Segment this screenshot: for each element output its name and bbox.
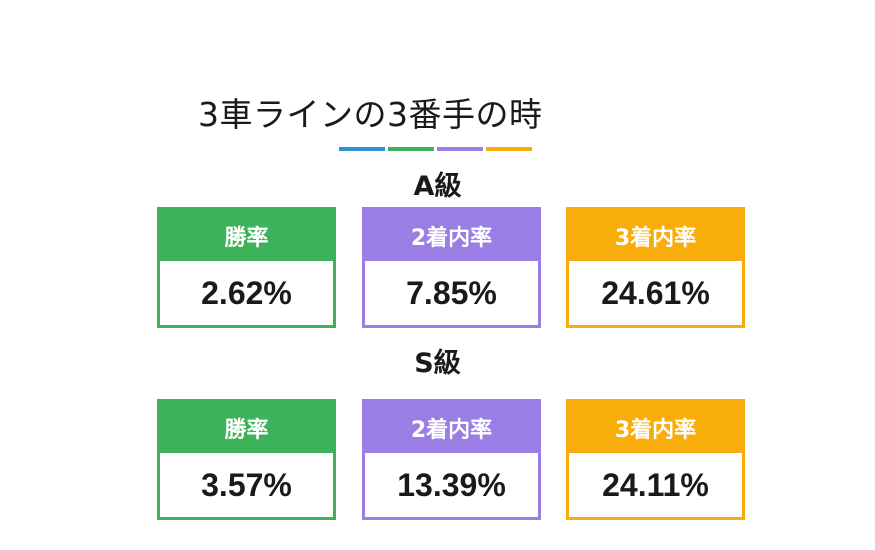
- card-value: 24.11%: [602, 466, 709, 503]
- card-label: 2着内率: [365, 402, 538, 453]
- card-label: 3着内率: [569, 210, 742, 261]
- underline-segment-purple: [437, 147, 483, 151]
- card-value: 3.57%: [201, 466, 292, 503]
- card-a-top3-rate: 3着内率 24.61%: [566, 207, 745, 328]
- title-underline: [339, 147, 532, 151]
- card-value: 2.62%: [201, 274, 292, 311]
- card-value: 24.61%: [601, 274, 710, 311]
- card-value: 13.39%: [397, 466, 506, 503]
- underline-segment-blue: [339, 147, 385, 151]
- card-label: 2着内率: [365, 210, 538, 261]
- card-value: 7.85%: [406, 274, 497, 311]
- card-label: 勝率: [160, 210, 333, 261]
- underline-segment-green: [388, 147, 434, 151]
- card-a-top2-rate: 2着内率 7.85%: [362, 207, 541, 328]
- card-s-top2-rate: 2着内率 13.39%: [362, 399, 541, 520]
- card-label: 勝率: [160, 402, 333, 453]
- card-s-win-rate: 勝率 3.57%: [157, 399, 336, 520]
- card-a-win-rate: 勝率 2.62%: [157, 207, 336, 328]
- page-title: 3車ラインの3番手の時: [198, 95, 543, 134]
- section-label-s: S級: [414, 348, 461, 379]
- card-s-top3-rate: 3着内率 24.11%: [566, 399, 745, 520]
- card-label: 3着内率: [569, 402, 742, 453]
- underline-segment-orange: [486, 147, 532, 151]
- section-label-a: A級: [413, 171, 462, 202]
